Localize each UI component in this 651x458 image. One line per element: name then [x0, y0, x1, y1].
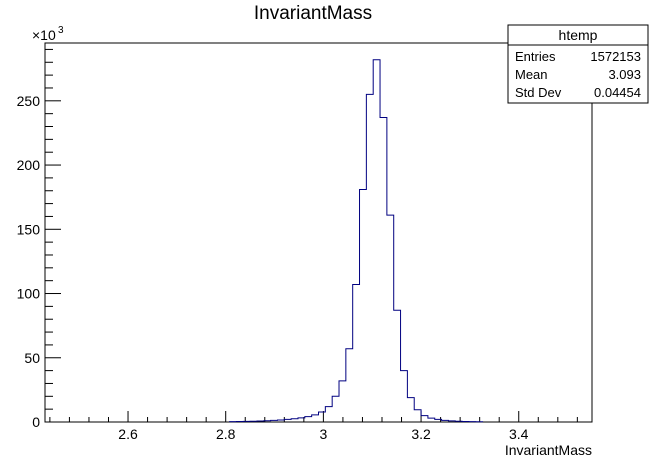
- stats-mean-label: Mean: [515, 67, 548, 82]
- histogram-bin: [264, 421, 271, 422]
- histogram-bin: [366, 94, 373, 422]
- histogram-series: [229, 59, 484, 423]
- histogram-bin: [414, 410, 421, 422]
- y-axis-tick-labels: 0 50 100 150 200 250: [17, 93, 41, 430]
- stats-mean-value: 3.093: [608, 67, 641, 82]
- histogram-bin: [394, 310, 401, 422]
- histogram-bin: [271, 420, 278, 422]
- stats-box: htemp Entries 1572153 Mean 3.093 Std Dev…: [507, 24, 649, 104]
- histogram-bin: [250, 421, 257, 422]
- y-multiplier-exponent: 3: [58, 25, 64, 36]
- histogram-bin: [442, 420, 449, 422]
- histogram-bin: [401, 371, 408, 422]
- histogram-bin: [360, 189, 367, 422]
- y-tick-label: 250: [17, 93, 41, 109]
- histogram-bin: [346, 349, 353, 422]
- histogram-bin: [284, 419, 291, 422]
- stats-stddev-label: Std Dev: [515, 85, 562, 100]
- histogram-bin: [291, 419, 298, 422]
- histogram-bin: [353, 285, 360, 422]
- y-axis-ticks: [45, 48, 61, 423]
- x-tick-label: 3.4: [509, 426, 529, 442]
- x-tick-label: 2.8: [216, 426, 236, 442]
- stats-entries-value: 1572153: [590, 49, 641, 64]
- histogram-bin: [298, 418, 305, 422]
- histogram-bin: [236, 421, 243, 422]
- histogram-bin: [380, 118, 387, 422]
- histogram-bin: [305, 417, 312, 422]
- x-tick-label: 2.6: [118, 426, 138, 442]
- y-tick-label: 150: [17, 221, 41, 237]
- x-axis-tick-labels: 2.6 2.8 3 3.2 3.4: [118, 426, 528, 442]
- y-tick-label: 50: [24, 350, 40, 366]
- histogram-bin: [312, 415, 319, 422]
- x-tick-label: 3: [319, 426, 327, 442]
- histogram-bin: [277, 420, 284, 422]
- y-axis-multiplier: ×10 3: [32, 25, 64, 43]
- histogram-bin: [257, 421, 264, 422]
- histogram-bin: [373, 60, 380, 422]
- histogram-bin: [243, 421, 250, 422]
- plot-frame: [44, 42, 593, 423]
- histogram-bin: [387, 215, 394, 422]
- y-tick-label: 200: [17, 157, 41, 173]
- histogram-bin: [332, 396, 339, 422]
- histogram-bin: [407, 398, 414, 422]
- histogram-bins: [230, 60, 483, 422]
- chart-title: InvariantMass: [254, 3, 372, 24]
- histogram-bin: [435, 419, 442, 422]
- histogram-bin: [428, 418, 435, 422]
- histogram-bin: [319, 412, 326, 422]
- histogram-bin: [455, 421, 462, 422]
- histogram-bin: [325, 407, 332, 422]
- histogram-bin: [462, 421, 469, 422]
- y-tick-label: 100: [17, 286, 41, 302]
- y-multiplier-base: ×10: [32, 27, 56, 43]
- stats-box-frame: [507, 24, 649, 104]
- histogram-bin: [448, 421, 455, 422]
- histogram-bin: [421, 416, 428, 422]
- x-tick-label: 3.2: [411, 426, 431, 442]
- x-axis-title: InvariantMass: [505, 442, 592, 458]
- histogram-bin: [339, 381, 346, 422]
- stats-entries-label: Entries: [515, 49, 556, 64]
- stats-box-title: htemp: [559, 27, 598, 43]
- stats-stddev-value: 0.04454: [594, 85, 641, 100]
- y-tick-label: 0: [32, 414, 40, 430]
